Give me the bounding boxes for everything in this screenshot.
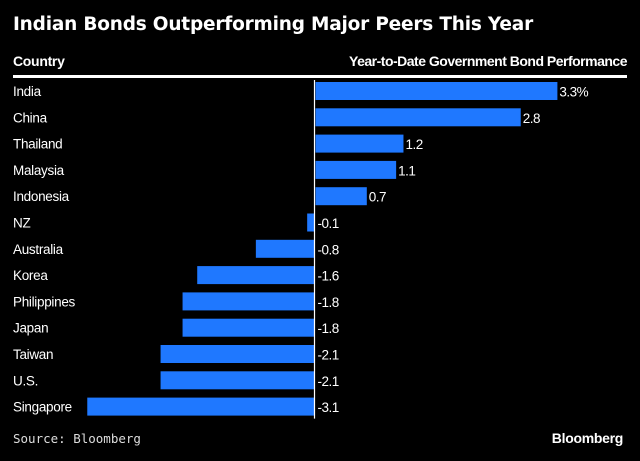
bar bbox=[315, 187, 367, 206]
category-label: NZ bbox=[13, 216, 30, 231]
category-label: China bbox=[13, 110, 48, 125]
chart-title: Indian Bonds Outperforming Major Peers T… bbox=[13, 14, 533, 35]
bar bbox=[87, 397, 315, 416]
data-label: 1.2 bbox=[405, 137, 422, 152]
bar bbox=[255, 239, 315, 258]
category-label: U.S. bbox=[13, 373, 38, 388]
bar bbox=[160, 371, 315, 390]
category-label: Philippines bbox=[13, 294, 76, 309]
data-label: -1.8 bbox=[318, 295, 339, 310]
category-label: Thailand bbox=[13, 137, 62, 152]
bar bbox=[160, 345, 315, 363]
data-label: -1.6 bbox=[318, 269, 339, 284]
data-label: -1.8 bbox=[318, 321, 339, 336]
data-label: 0.7 bbox=[369, 190, 386, 205]
category-label: Korea bbox=[13, 268, 48, 283]
value-column-header: Year-to-Date Government Bond Performance bbox=[349, 53, 627, 69]
data-label: -3.1 bbox=[318, 400, 339, 415]
category-label: Taiwan bbox=[13, 347, 53, 362]
category-label: Malaysia bbox=[13, 163, 65, 178]
bar bbox=[315, 108, 521, 127]
bar bbox=[315, 134, 404, 153]
bar bbox=[182, 292, 315, 311]
bar bbox=[315, 82, 558, 100]
source-note: Source: Bloomberg bbox=[13, 431, 141, 446]
bloomberg-logo: Bloomberg bbox=[551, 430, 624, 446]
category-label: Australia bbox=[13, 242, 64, 257]
category-label: Indonesia bbox=[13, 189, 70, 204]
country-column-header: Country bbox=[13, 53, 65, 69]
bar bbox=[197, 266, 315, 285]
data-label: -0.8 bbox=[318, 242, 339, 257]
data-label: 3.3% bbox=[559, 85, 588, 100]
header-rule bbox=[13, 75, 627, 78]
category-label: Japan bbox=[13, 321, 48, 336]
bar bbox=[182, 318, 315, 337]
data-label: -2.1 bbox=[318, 374, 339, 389]
data-label: 2.8 bbox=[523, 111, 540, 126]
data-label: -0.1 bbox=[318, 216, 339, 231]
bar bbox=[315, 160, 397, 179]
data-label: 1.1 bbox=[398, 163, 415, 178]
data-label: -2.1 bbox=[318, 348, 339, 363]
category-label: Singapore bbox=[13, 400, 72, 415]
category-label: India bbox=[13, 84, 42, 99]
bar bbox=[307, 213, 315, 232]
